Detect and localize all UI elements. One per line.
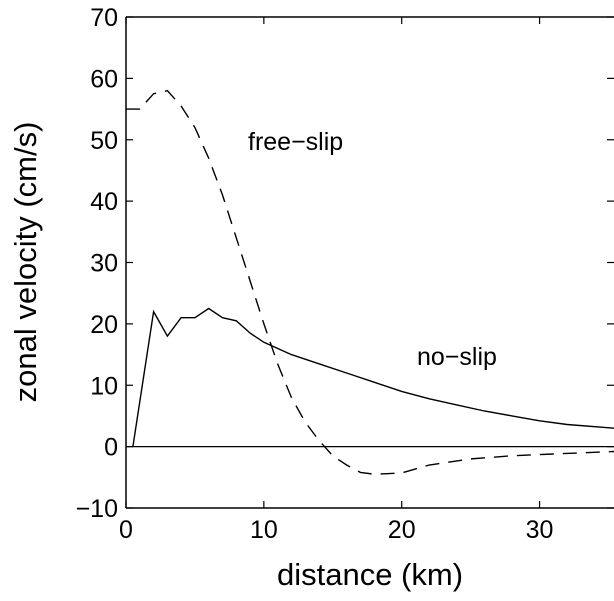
y-tick-label: 20 (90, 311, 118, 339)
y-tick-label: 30 (90, 250, 118, 278)
line-series (132, 307, 614, 447)
x-tick-label: 0 (119, 516, 133, 544)
y-tick-label: 0 (104, 434, 118, 462)
line-series (126, 89, 614, 475)
x-tick-label: 10 (250, 516, 278, 544)
y-tick-label: −10 (76, 495, 118, 523)
y-tick-label: 40 (90, 188, 118, 216)
y-tick-label: 50 (90, 127, 118, 155)
y-axis-label: zonal velocity (cm/s) (8, 122, 43, 403)
y-tick-label: 70 (90, 4, 118, 32)
y-tick-label: 10 (90, 372, 118, 400)
y-tick-label: 60 (90, 65, 118, 93)
series-annotation: free−slip (248, 128, 343, 156)
x-tick-label: 30 (526, 516, 554, 544)
x-axis-label: distance (km) (277, 557, 463, 592)
series-annotation: no−slip (417, 343, 497, 371)
x-tick-label: 20 (388, 516, 416, 544)
